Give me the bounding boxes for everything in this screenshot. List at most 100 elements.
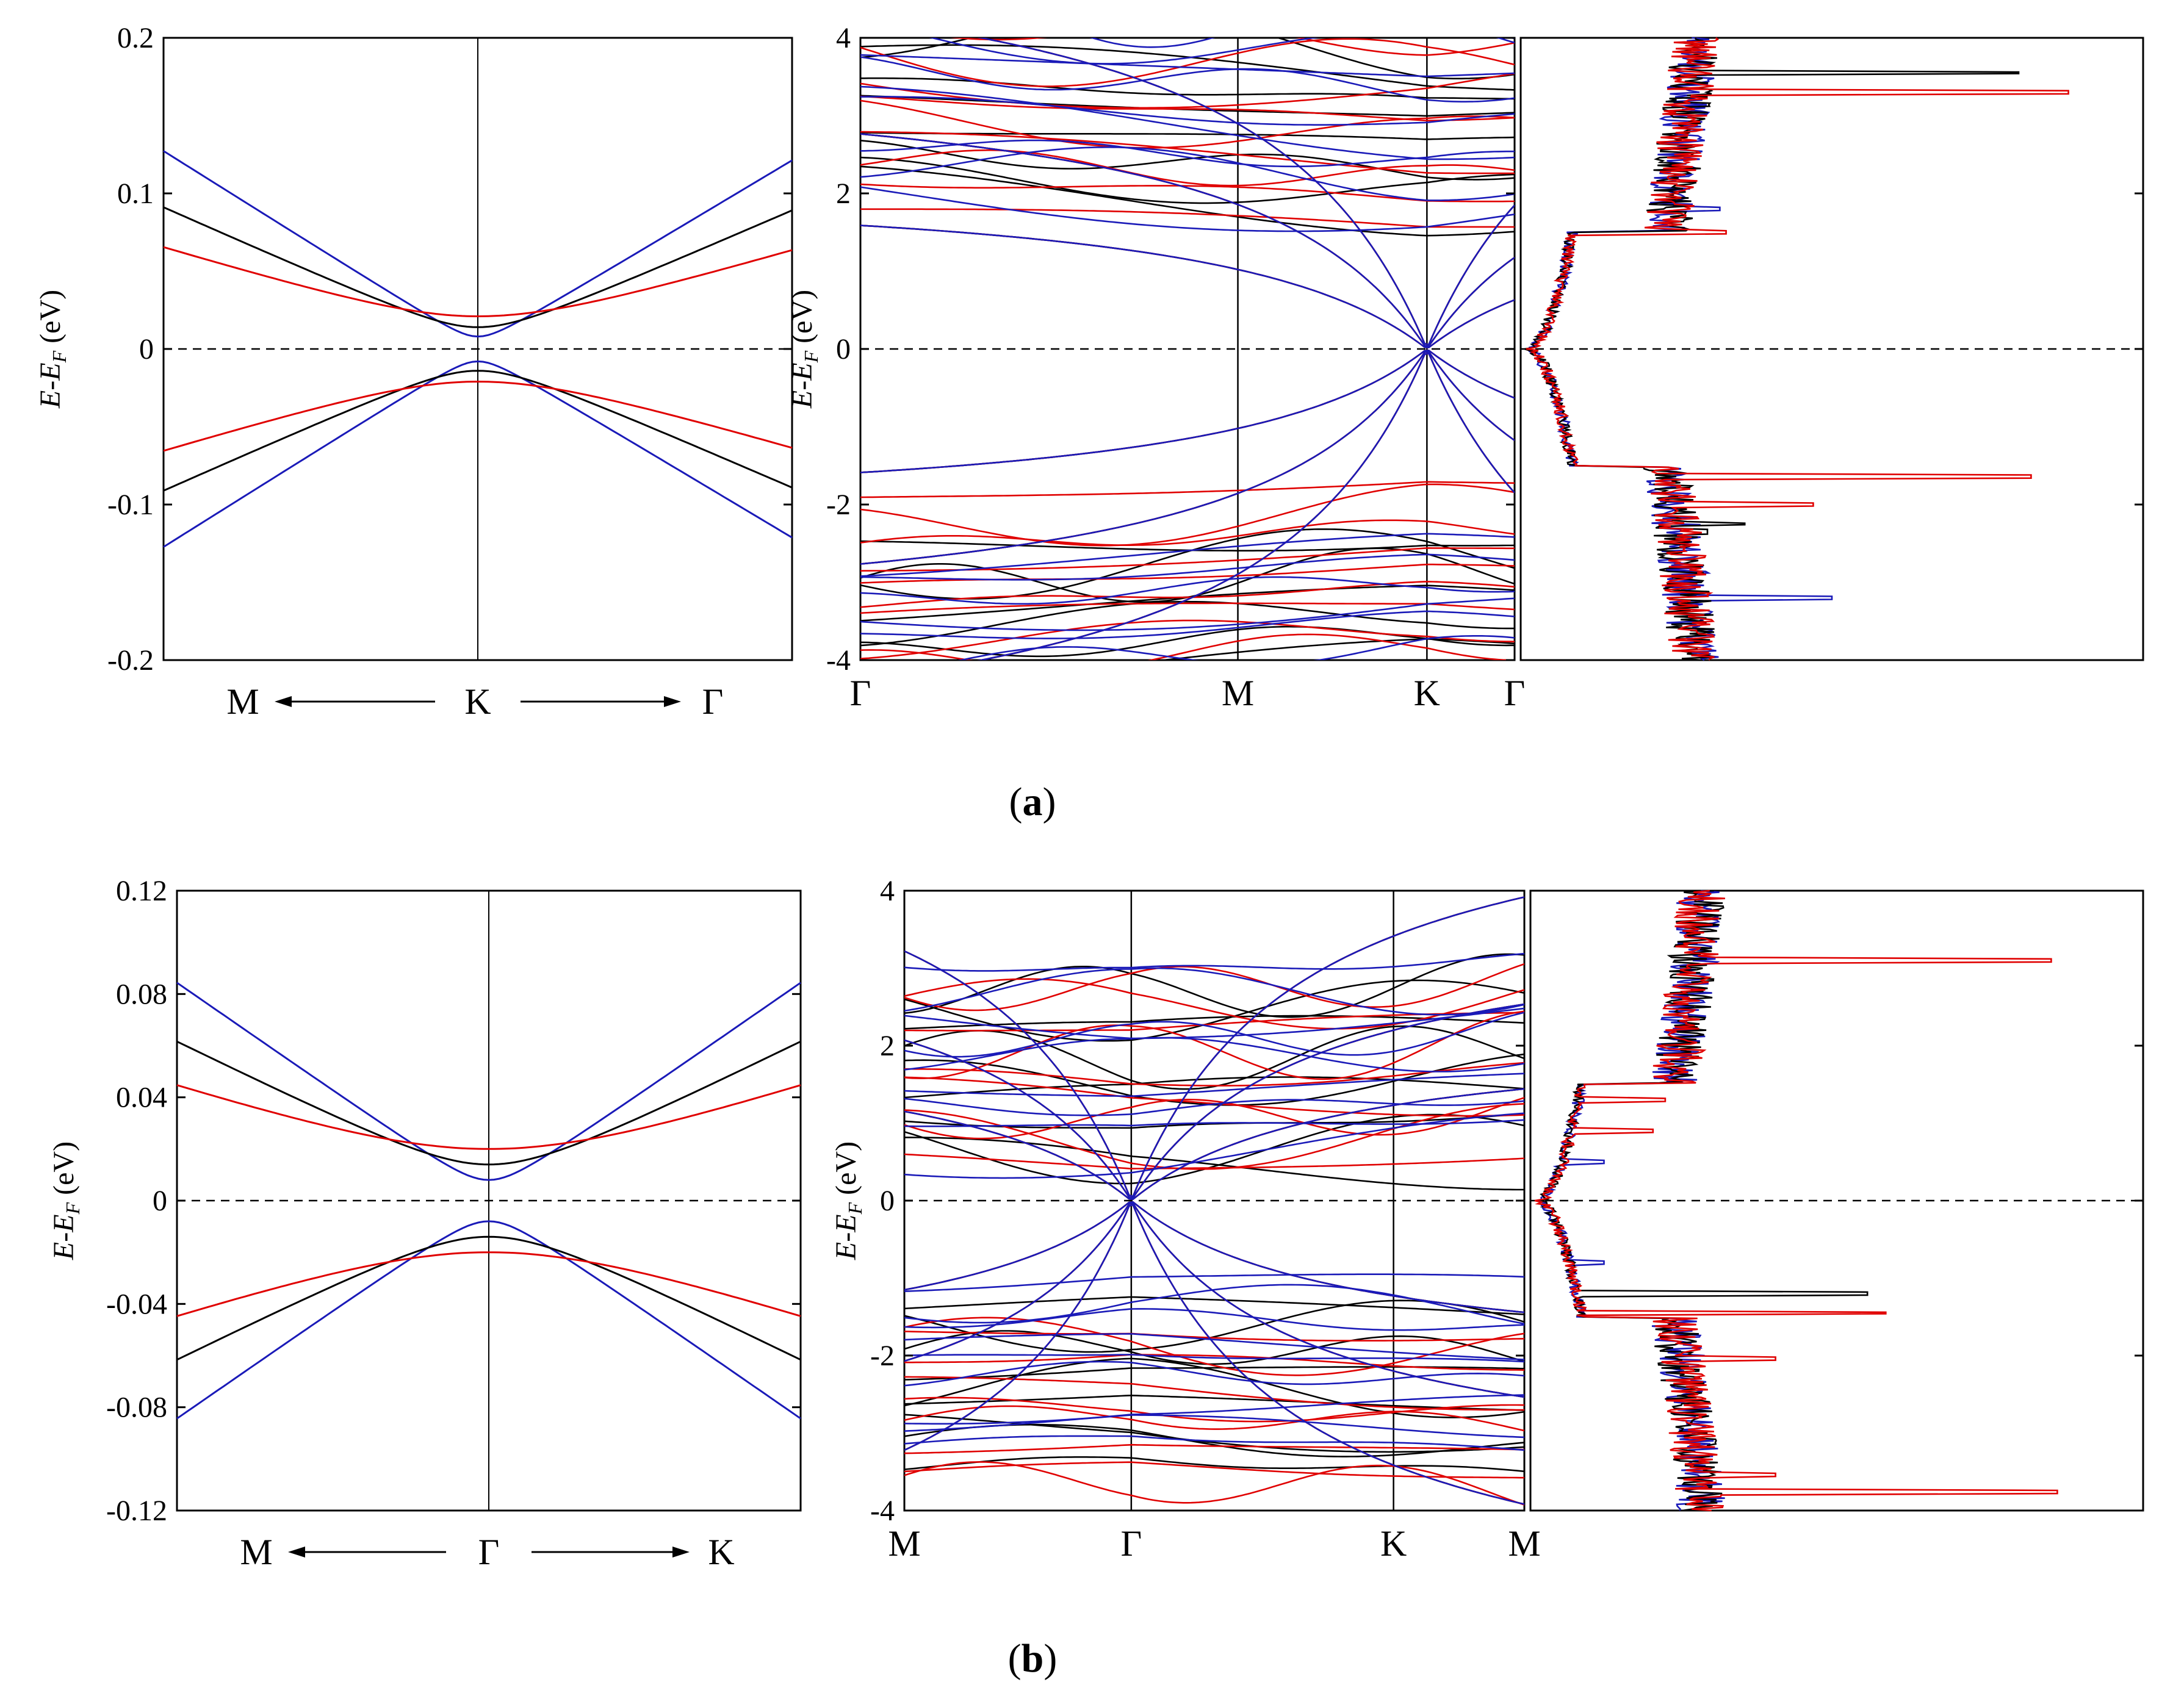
k-point-label: M bbox=[1508, 1523, 1540, 1564]
band-black-cone-lower bbox=[860, 350, 1515, 565]
band-lines bbox=[860, 14, 1515, 660]
band-black-valence bbox=[176, 1235, 801, 1361]
band-black-conduction bbox=[904, 1076, 1524, 1099]
band-blue-cone-lower bbox=[860, 349, 1515, 473]
band-black-valence bbox=[163, 370, 793, 492]
band-blue-valence bbox=[176, 1220, 801, 1420]
y-tick-label: -0.12 bbox=[106, 1495, 167, 1527]
y-tick-label: 0 bbox=[139, 333, 154, 365]
y-tick-label: 0.2 bbox=[117, 22, 154, 54]
band-black-conduction bbox=[176, 1040, 801, 1166]
k-point-label: M bbox=[1222, 673, 1254, 713]
band-blue-valence bbox=[904, 1308, 1524, 1331]
y-axis-label: E-EF(eV) bbox=[786, 290, 822, 409]
panel-b-dos-chart bbox=[1529, 889, 2144, 1512]
band-blue-valence bbox=[904, 1284, 1524, 1325]
band-blue-conduction bbox=[860, 85, 1515, 160]
band-blue-cone-lower bbox=[860, 350, 1515, 565]
band-red-valence bbox=[860, 633, 1515, 660]
arrow-left-head bbox=[275, 696, 292, 707]
y-tick-label: 0.08 bbox=[116, 978, 167, 1010]
band-red-conduction bbox=[860, 95, 1515, 121]
band-red-valence bbox=[860, 519, 1515, 546]
y-tick-label: 4 bbox=[836, 22, 851, 54]
band-red-valence bbox=[163, 380, 793, 452]
y-tick-label: 0 bbox=[153, 1185, 167, 1217]
band-red-valence bbox=[904, 1331, 1524, 1342]
band-blue-cone-upper bbox=[904, 1003, 1524, 1199]
k-label-right: K bbox=[708, 1532, 734, 1572]
band-red-conduction bbox=[860, 38, 1515, 87]
band-blue-conduction bbox=[904, 967, 1524, 1016]
y-tick-label: -2 bbox=[826, 489, 851, 521]
band-black-conduction bbox=[904, 953, 1524, 1018]
band-blue-conduction bbox=[860, 146, 1515, 201]
band-blue-conduction bbox=[1089, 38, 1515, 48]
y-tick-label: 0.1 bbox=[117, 178, 154, 210]
band-blue-valence bbox=[904, 1333, 1524, 1360]
dos-red-curve bbox=[1526, 37, 2069, 661]
k-label-left: M bbox=[240, 1532, 272, 1572]
band-blue-valence bbox=[904, 1273, 1524, 1292]
band-blue-valence bbox=[860, 576, 1515, 605]
panel-b-zoom-chart: -0.12 -0.08 -0.04 0 0.04 0.08 0.12 E-EF(eV) M Γ K bbox=[48, 875, 802, 1572]
band-blue-conduction bbox=[176, 982, 801, 1181]
band-red-valence bbox=[904, 1354, 1524, 1371]
band-black-valence bbox=[1156, 638, 1515, 660]
panel-b-band-structure-chart: -4 -2 0 2 4 E-EF(eV) M Γ K M bbox=[830, 875, 1541, 1564]
band-black-valence bbox=[904, 1296, 1524, 1315]
band-blue-cone-upper bbox=[977, 38, 1515, 346]
band-blue-conduction bbox=[860, 56, 1515, 102]
k-point-label: Γ bbox=[850, 673, 871, 713]
band-blue-conduction bbox=[904, 1007, 1524, 1040]
band-red-conduction bbox=[904, 978, 1524, 1030]
band-black-valence bbox=[904, 1366, 1524, 1381]
band-blue-valence bbox=[860, 610, 1515, 639]
dos-red-curve bbox=[1534, 889, 2058, 1512]
band-black-cone-lower bbox=[860, 349, 1515, 473]
band-black-conduction bbox=[904, 1015, 1524, 1030]
caption-a: (a) bbox=[1009, 780, 1056, 824]
band-blue-conduction bbox=[860, 54, 1515, 77]
band-blue-conduction bbox=[904, 1098, 1524, 1116]
panel-a-dos-chart bbox=[1519, 37, 2144, 661]
band-black-conduction bbox=[163, 206, 793, 328]
k-label-center: K bbox=[464, 681, 491, 722]
band-blue-cone-lower bbox=[904, 1204, 1524, 1505]
band-red-cone-lower bbox=[860, 350, 1515, 565]
band-black-valence bbox=[904, 1456, 1524, 1473]
band-black-conduction bbox=[860, 14, 1515, 34]
band-red-valence bbox=[860, 602, 1515, 614]
band-blue-conduction bbox=[929, 38, 1515, 65]
k-point-label: Γ bbox=[1121, 1523, 1142, 1564]
band-red-valence bbox=[904, 1461, 1524, 1506]
y-axis-label: E-EF(eV) bbox=[48, 1141, 84, 1260]
band-red-conduction bbox=[904, 963, 1524, 1011]
band-red-conduction bbox=[176, 1084, 801, 1150]
band-blue-valence bbox=[860, 553, 1515, 581]
y-tick-label: -0.1 bbox=[107, 489, 154, 521]
band-blue-conduction bbox=[904, 1119, 1524, 1127]
band-red-conduction bbox=[860, 73, 1515, 109]
k-label-center: Γ bbox=[478, 1532, 500, 1572]
band-blue-cone-upper bbox=[904, 896, 1524, 1198]
band-blue-conduction bbox=[904, 1037, 1524, 1073]
band-black-cone-lower bbox=[977, 352, 1515, 660]
band-blue-cone-lower bbox=[904, 1201, 1524, 1313]
band-blue-valence bbox=[860, 597, 1515, 631]
band-blue-valence bbox=[860, 533, 1515, 577]
arrow-right-head bbox=[672, 1547, 690, 1558]
band-red-cone-upper bbox=[860, 225, 1515, 349]
band-red-conduction bbox=[860, 208, 1515, 228]
band-black-valence bbox=[860, 547, 1515, 603]
band-red-conduction bbox=[904, 1062, 1524, 1087]
band-red-valence bbox=[860, 563, 1515, 584]
band-black-conduction bbox=[860, 156, 1515, 204]
panel-a-zoom-chart: -0.2 -0.1 0 0.1 0.2 E-EF(eV) M K Γ bbox=[34, 22, 793, 722]
y-tick-label: -0.08 bbox=[106, 1392, 167, 1424]
y-tick-label: -0.04 bbox=[106, 1288, 167, 1320]
arrow-left-head bbox=[288, 1547, 305, 1558]
band-black-valence bbox=[904, 1330, 1524, 1365]
k-point-label: M bbox=[888, 1523, 920, 1564]
